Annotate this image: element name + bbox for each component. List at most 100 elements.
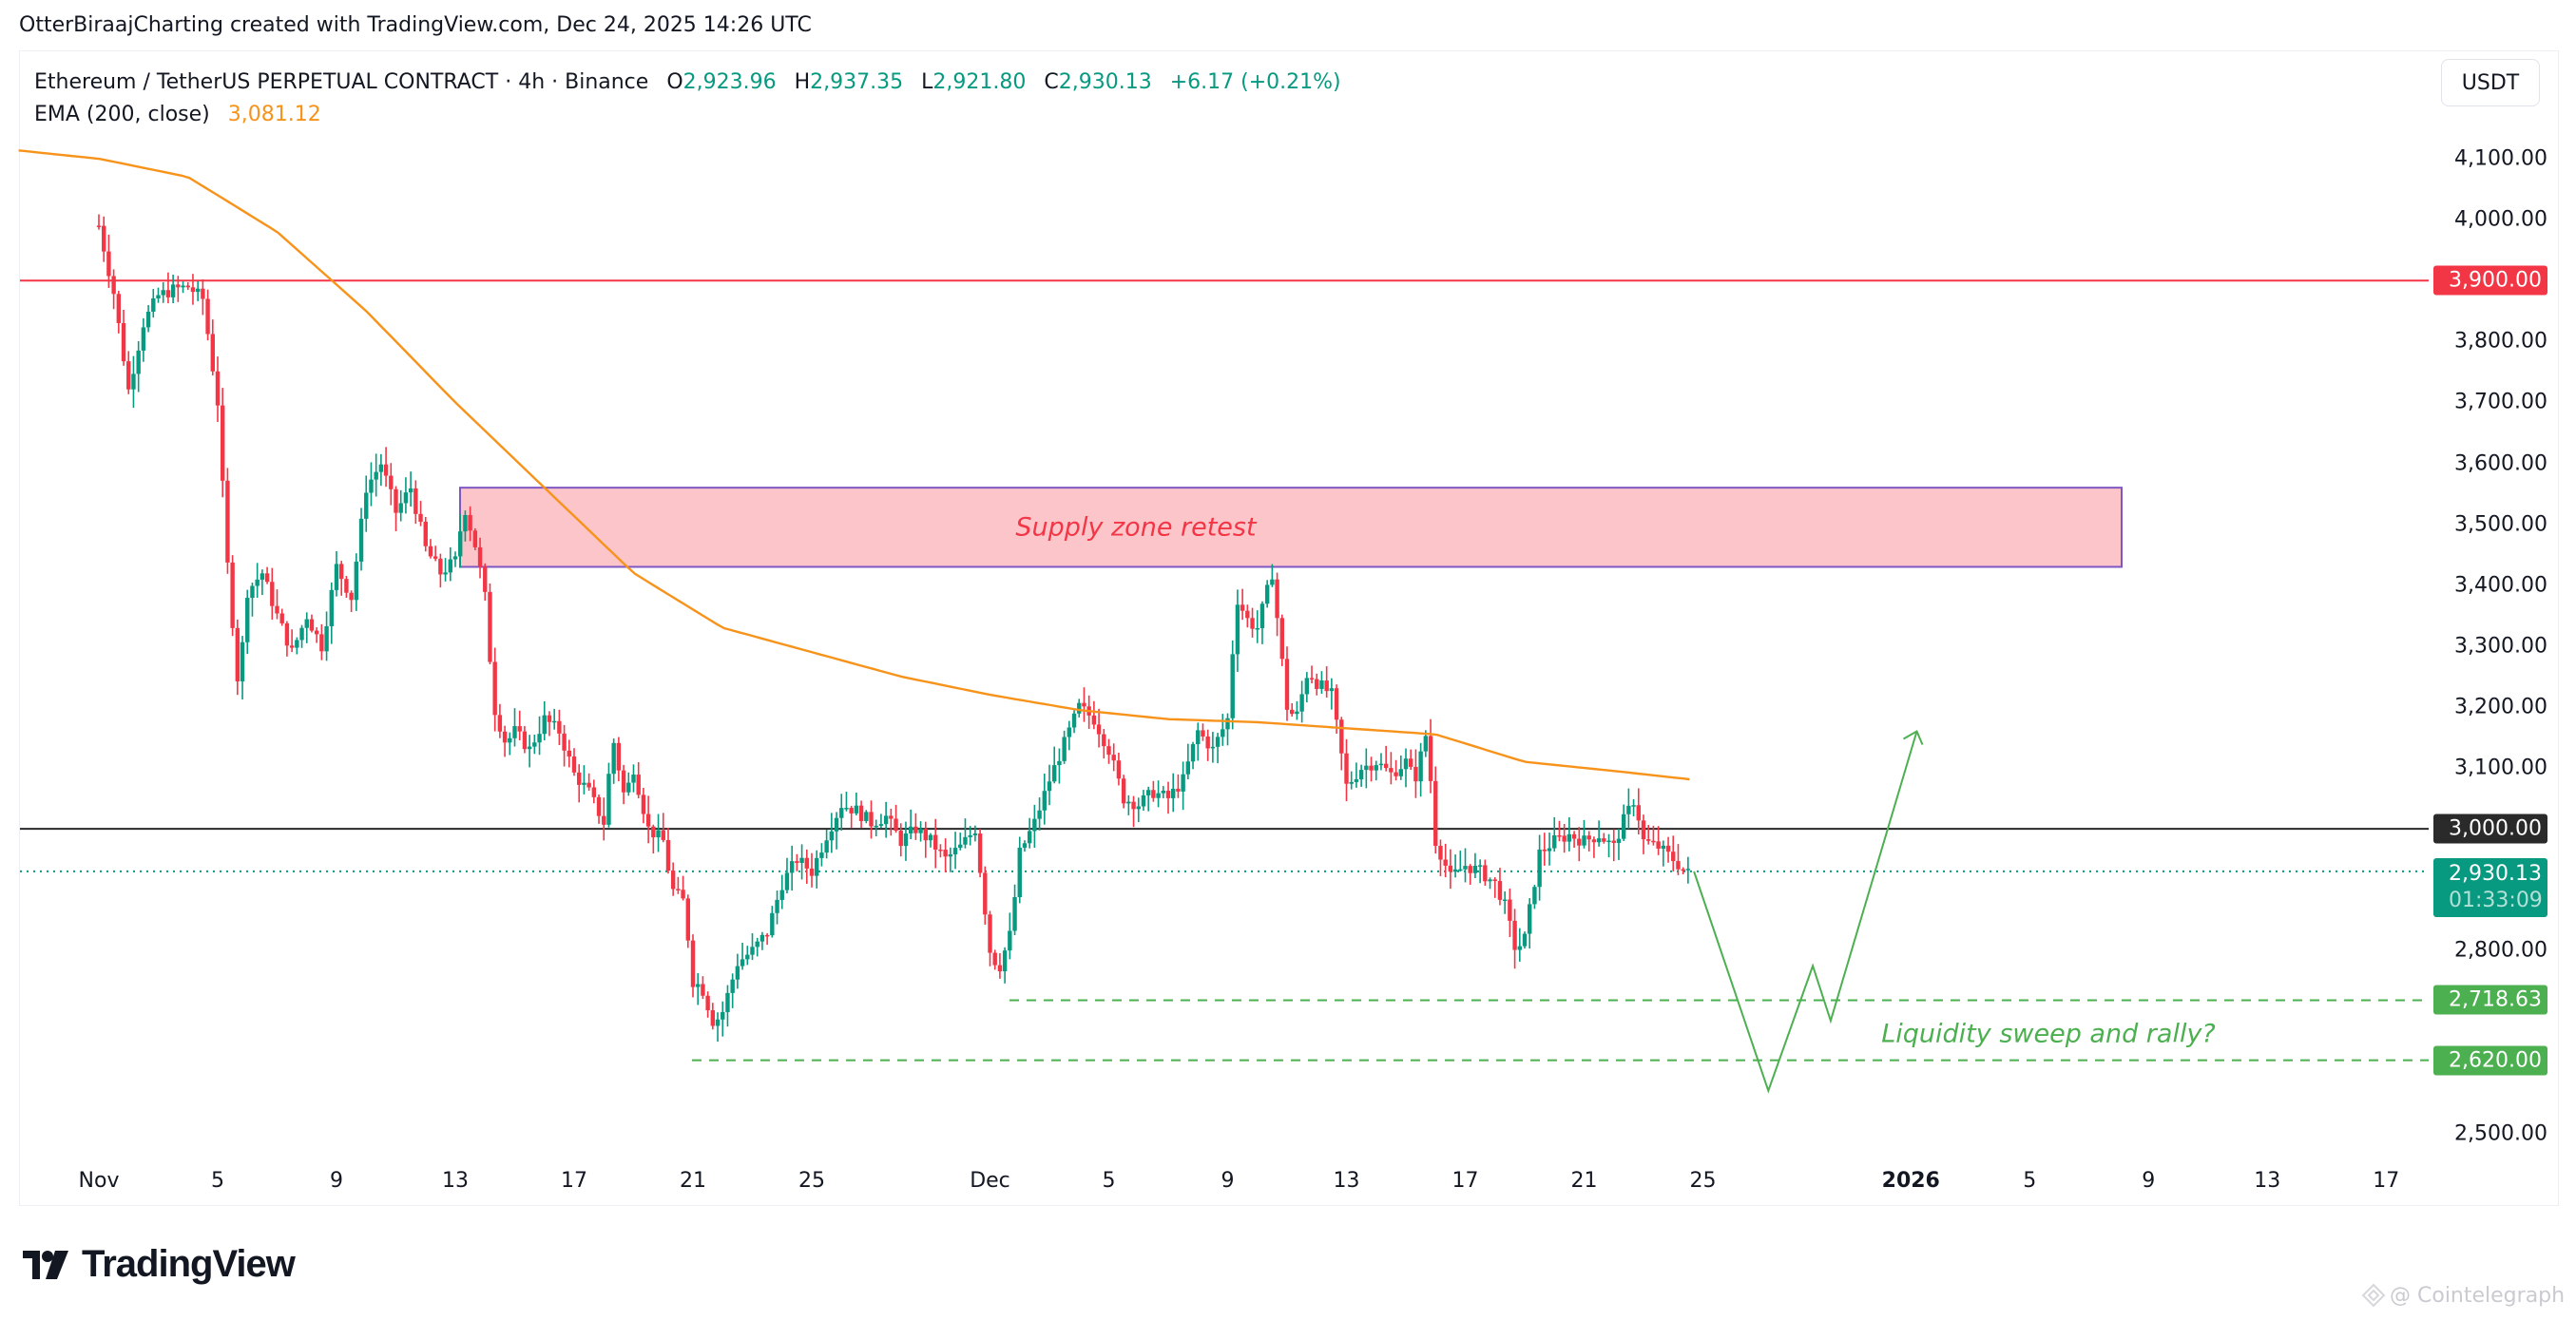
ema-label[interactable]: EMA (200, close): [34, 103, 210, 126]
candle-up: [1037, 810, 1042, 819]
candle-up: [1012, 897, 1017, 931]
candle-down: [275, 605, 279, 614]
candle-down: [468, 514, 472, 531]
candle-down: [913, 826, 918, 833]
candle-up: [908, 826, 913, 834]
symbol-title[interactable]: Ethereum / TetherUS PERPETUAL CONTRACT ·…: [34, 70, 649, 94]
candle-up: [1235, 604, 1240, 655]
candle-up: [398, 503, 403, 513]
candle-up: [151, 297, 156, 313]
candle-down: [1413, 766, 1418, 782]
candle-up: [1190, 744, 1196, 762]
candle-down: [383, 464, 389, 476]
candle-up: [606, 774, 611, 825]
time-tick: 13: [1333, 1169, 1360, 1193]
candle-down: [284, 622, 290, 646]
price-tick: 4,000.00: [2454, 207, 2547, 232]
candle-up: [715, 1019, 721, 1026]
candle-up: [1196, 730, 1201, 745]
candle-down: [418, 513, 423, 522]
candle-down: [344, 579, 349, 593]
candle-up: [1582, 835, 1586, 846]
candle-up: [626, 782, 631, 793]
candle-down: [111, 276, 116, 295]
ema-row: EMA (200, close) 3,081.12: [34, 99, 1341, 131]
candle-down: [309, 619, 315, 631]
watermark-text: @ Cointelegraph: [2390, 1283, 2566, 1308]
candle-up: [745, 954, 750, 960]
candle-down: [438, 558, 443, 575]
candle-up: [452, 556, 458, 560]
price-tick: 4,100.00: [2454, 146, 2547, 171]
tradingview-logo[interactable]: TradingView: [23, 1243, 296, 1286]
time-tick: 25: [1689, 1169, 1717, 1193]
candle-down: [319, 634, 324, 652]
candle-down: [221, 405, 225, 481]
candle-up: [1057, 760, 1062, 766]
candle-down: [676, 889, 681, 890]
candle-up: [1488, 879, 1492, 882]
candle-down: [1290, 709, 1295, 715]
candle-down: [201, 288, 205, 299]
close-value: 2,930.13: [1058, 70, 1152, 94]
candle-down: [413, 488, 418, 514]
candle-up: [1626, 805, 1631, 814]
candle-up: [775, 899, 779, 913]
candle-down: [795, 861, 799, 863]
candle-down: [591, 787, 597, 797]
candle-down: [270, 582, 275, 606]
candle-down: [616, 742, 622, 771]
candle-up: [508, 737, 512, 743]
candle-down: [1369, 765, 1374, 771]
time-tick: 2026: [1881, 1169, 1940, 1193]
candle-down: [394, 488, 398, 513]
candle-up: [1452, 869, 1458, 872]
candle-up: [972, 833, 978, 835]
candle-up: [779, 890, 784, 900]
candle-down: [1279, 618, 1284, 660]
candle-down: [1151, 790, 1156, 798]
candle-up: [1532, 887, 1537, 905]
candle-up: [181, 285, 185, 288]
candle-up: [755, 941, 759, 948]
candle-down: [102, 225, 106, 252]
candle-down: [701, 984, 705, 996]
ema-200-line: [18, 149, 1690, 781]
candle-up: [829, 831, 835, 841]
candle-down: [289, 645, 295, 648]
candle-down: [339, 564, 344, 580]
candle-down: [547, 715, 552, 722]
close-label: C: [1044, 70, 1059, 94]
candle-up: [1349, 781, 1354, 784]
candle-down: [1102, 734, 1106, 747]
candle-down: [1334, 688, 1339, 720]
candle-down: [764, 934, 770, 937]
candle-down: [1443, 859, 1448, 866]
candle-down: [1681, 869, 1685, 871]
candle-up: [1477, 865, 1483, 867]
candle-up: [1295, 711, 1299, 715]
candle-up: [963, 836, 968, 845]
candle-up: [1136, 806, 1141, 810]
last-price-value: 2,930.13: [2449, 861, 2542, 886]
candle-up: [1042, 791, 1047, 811]
currency-button[interactable]: USDT: [2441, 59, 2540, 106]
time-tick: 5: [1102, 1169, 1116, 1193]
candle-down: [497, 715, 503, 732]
candle-up: [1017, 847, 1022, 898]
candle-up: [631, 775, 636, 783]
candle-up: [161, 290, 165, 296]
candle-down: [992, 952, 997, 966]
candle-down: [492, 661, 497, 716]
candle-down: [225, 480, 230, 563]
candle-up: [1210, 746, 1216, 749]
candle-up: [1067, 727, 1072, 737]
time-tick: 9: [2142, 1169, 2156, 1193]
candle-up: [448, 559, 452, 573]
candle-down: [571, 756, 577, 773]
candle-down: [472, 530, 478, 547]
candle-down: [889, 815, 894, 819]
chart-panel[interactable]: [19, 50, 2559, 1206]
candle-down: [858, 805, 864, 821]
